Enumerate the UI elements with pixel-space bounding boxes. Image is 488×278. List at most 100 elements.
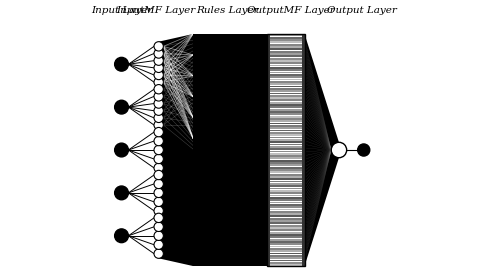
- Polygon shape: [305, 34, 339, 266]
- Circle shape: [154, 99, 163, 108]
- Circle shape: [154, 63, 163, 73]
- Bar: [267, 185, 305, 187]
- Bar: [267, 111, 305, 113]
- Circle shape: [154, 70, 163, 80]
- Bar: [267, 215, 305, 217]
- Text: InputMF Layer: InputMF Layer: [116, 6, 196, 14]
- Bar: [267, 93, 305, 94]
- Bar: [267, 157, 305, 159]
- Circle shape: [154, 120, 163, 130]
- Bar: [267, 206, 305, 208]
- Bar: [267, 172, 305, 173]
- Bar: [267, 236, 305, 238]
- Bar: [267, 65, 305, 66]
- Bar: [267, 146, 305, 148]
- Circle shape: [154, 92, 163, 101]
- Bar: [267, 55, 305, 57]
- Bar: [267, 213, 305, 215]
- Bar: [303, 34, 305, 266]
- Circle shape: [154, 188, 163, 198]
- Bar: [267, 81, 305, 83]
- Bar: [267, 60, 305, 62]
- Bar: [267, 199, 305, 201]
- Bar: [267, 183, 305, 185]
- Circle shape: [154, 127, 163, 137]
- Bar: [267, 220, 305, 222]
- Bar: [267, 136, 305, 138]
- Bar: [267, 208, 305, 210]
- Circle shape: [154, 179, 163, 188]
- Bar: [267, 79, 305, 80]
- Circle shape: [154, 222, 163, 232]
- Bar: [267, 192, 305, 194]
- Bar: [267, 106, 305, 108]
- Bar: [267, 104, 305, 106]
- Circle shape: [154, 197, 163, 207]
- Bar: [267, 74, 305, 76]
- Bar: [267, 167, 305, 168]
- Bar: [267, 34, 305, 266]
- Circle shape: [154, 56, 163, 65]
- Bar: [267, 262, 305, 264]
- Bar: [267, 174, 305, 175]
- Circle shape: [115, 229, 128, 243]
- Bar: [267, 160, 305, 162]
- Bar: [267, 165, 305, 166]
- Circle shape: [115, 100, 128, 114]
- Bar: [267, 100, 305, 101]
- Bar: [267, 195, 305, 197]
- Bar: [267, 204, 305, 206]
- Bar: [267, 58, 305, 59]
- Circle shape: [154, 213, 163, 223]
- Text: OutputMF Layer: OutputMF Layer: [247, 6, 335, 14]
- Circle shape: [154, 145, 163, 155]
- Circle shape: [154, 206, 163, 215]
- Bar: [267, 218, 305, 220]
- Bar: [267, 130, 305, 131]
- Bar: [267, 150, 305, 152]
- Bar: [267, 190, 305, 192]
- Bar: [267, 134, 305, 136]
- Bar: [267, 113, 305, 115]
- Bar: [267, 37, 305, 39]
- Circle shape: [154, 85, 163, 94]
- Bar: [267, 67, 305, 69]
- Bar: [267, 118, 305, 120]
- Bar: [267, 69, 305, 71]
- Bar: [267, 46, 305, 48]
- Bar: [267, 116, 305, 118]
- Bar: [267, 90, 305, 92]
- Bar: [267, 260, 305, 261]
- Bar: [267, 141, 305, 143]
- Circle shape: [154, 78, 163, 87]
- Bar: [267, 62, 305, 64]
- Bar: [267, 250, 305, 252]
- Circle shape: [154, 249, 163, 258]
- Bar: [267, 102, 305, 104]
- Circle shape: [154, 113, 163, 123]
- Bar: [267, 51, 305, 53]
- Bar: [193, 34, 267, 266]
- Circle shape: [154, 163, 163, 173]
- Bar: [267, 188, 305, 190]
- Circle shape: [154, 136, 163, 146]
- Bar: [267, 97, 305, 99]
- Bar: [267, 95, 305, 97]
- Bar: [267, 44, 305, 46]
- Bar: [267, 86, 305, 87]
- Circle shape: [154, 231, 163, 240]
- Circle shape: [115, 143, 128, 157]
- Bar: [267, 246, 305, 247]
- Bar: [267, 127, 305, 129]
- Bar: [267, 248, 305, 250]
- Bar: [267, 169, 305, 171]
- Bar: [267, 155, 305, 157]
- Bar: [267, 34, 305, 36]
- Bar: [267, 72, 305, 73]
- Bar: [267, 76, 305, 78]
- Circle shape: [115, 186, 128, 200]
- Bar: [267, 227, 305, 229]
- Bar: [267, 255, 305, 257]
- Circle shape: [154, 42, 163, 51]
- Bar: [267, 176, 305, 178]
